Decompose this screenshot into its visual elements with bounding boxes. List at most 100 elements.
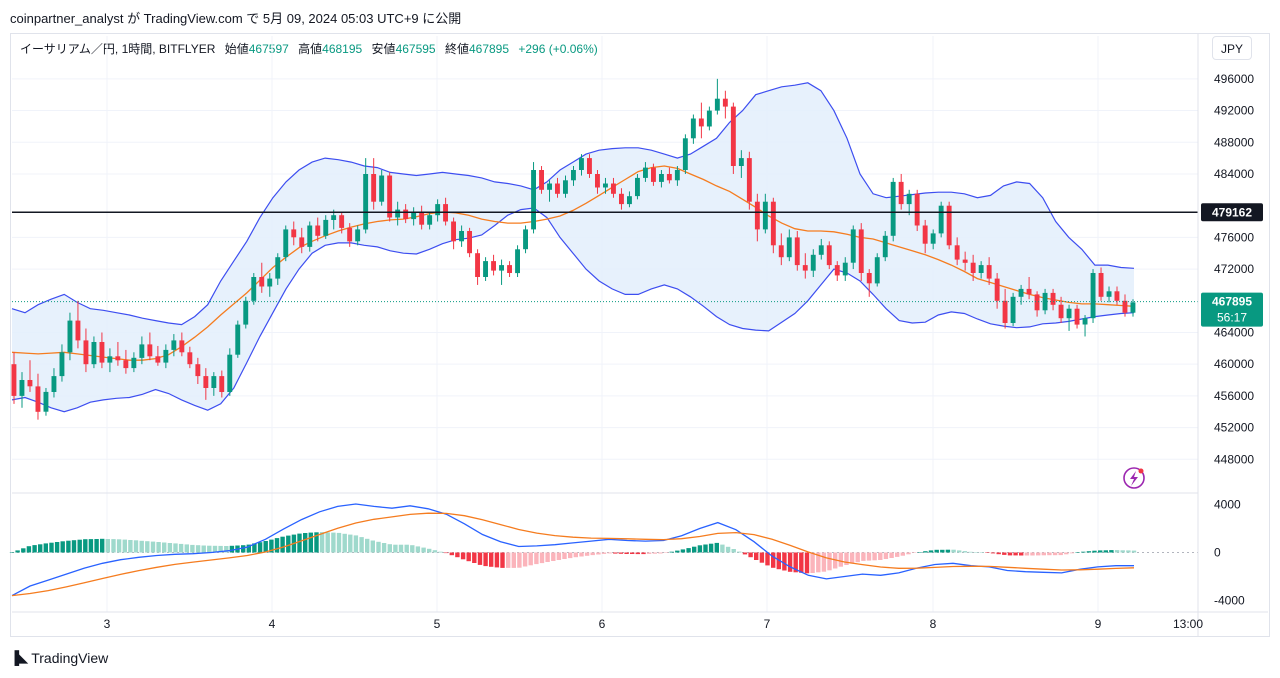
candle-up bbox=[251, 277, 257, 301]
macd-histogram-bar bbox=[139, 540, 144, 553]
candle-up bbox=[307, 225, 313, 247]
macd-histogram-bar bbox=[1041, 552, 1046, 556]
candle-down bbox=[259, 277, 265, 287]
candle-down bbox=[994, 278, 1000, 301]
candle-up bbox=[706, 110, 712, 127]
macd-histogram-bar bbox=[274, 538, 280, 553]
macd-histogram-bar bbox=[38, 544, 43, 553]
time-tick-label: 7 bbox=[764, 617, 771, 631]
macd-histogram-bar bbox=[714, 542, 719, 553]
macd-histogram-bar bbox=[443, 552, 449, 554]
candle-up bbox=[267, 278, 273, 287]
candle-up bbox=[139, 344, 145, 358]
macd-histogram-bar bbox=[54, 542, 60, 553]
tradingview-brand[interactable]: ▐◣ TradingView bbox=[10, 650, 108, 666]
candle-up bbox=[435, 204, 441, 216]
macd-histogram-bar bbox=[269, 539, 274, 553]
macd-histogram-bar bbox=[522, 552, 528, 567]
macd-histogram-bar bbox=[754, 552, 759, 560]
candle-down bbox=[507, 265, 512, 273]
bb-fill bbox=[12, 82, 1134, 412]
macd-histogram-bar bbox=[9, 552, 15, 553]
macd-histogram-bar bbox=[133, 540, 139, 553]
candle-down bbox=[914, 193, 920, 226]
candle-down bbox=[419, 212, 425, 225]
macd-histogram-bar bbox=[1120, 550, 1125, 553]
candle-up bbox=[579, 158, 584, 170]
macd-histogram-bar bbox=[370, 540, 375, 553]
macd-histogram-bar bbox=[872, 552, 877, 561]
candle-down bbox=[179, 340, 185, 353]
candle-down bbox=[491, 261, 496, 271]
macd-histogram-bar bbox=[906, 552, 911, 555]
macd-histogram-bar bbox=[1007, 552, 1013, 556]
countdown-label: 56:17 bbox=[1217, 311, 1247, 325]
candle-up bbox=[171, 340, 177, 350]
macd-histogram-bar bbox=[432, 550, 438, 553]
macd-histogram-bar bbox=[241, 545, 246, 553]
candle-down bbox=[75, 320, 81, 341]
macd-histogram-bar bbox=[1058, 552, 1063, 556]
zap-icon[interactable] bbox=[1123, 467, 1145, 489]
candle-down bbox=[219, 376, 225, 392]
candle-up bbox=[714, 98, 720, 111]
macd-histogram-bar bbox=[742, 552, 748, 555]
macd-histogram-bar bbox=[917, 552, 922, 553]
macd-histogram-bar bbox=[646, 552, 652, 554]
macd-histogram-bar bbox=[720, 544, 725, 553]
candle-up bbox=[379, 175, 385, 202]
macd-histogram-bar bbox=[759, 552, 765, 563]
macd-histogram-bar bbox=[584, 552, 590, 556]
macd-histogram-bar bbox=[573, 552, 578, 558]
candle-up bbox=[786, 237, 792, 258]
candle-down bbox=[539, 170, 544, 190]
time-tick-label: 9 bbox=[1095, 617, 1102, 631]
candle-down bbox=[451, 221, 456, 242]
candle-up bbox=[395, 209, 401, 218]
candle-down bbox=[347, 227, 353, 242]
macd-histogram-bar bbox=[1098, 550, 1103, 553]
bb-middle-line bbox=[11, 165, 1135, 361]
macd-histogram-bar bbox=[765, 552, 770, 566]
macd-histogram-bar bbox=[771, 552, 776, 568]
macd-histogram-bar bbox=[421, 547, 426, 553]
price-tick-label: 448000 bbox=[1214, 452, 1254, 466]
macd-histogram-bar bbox=[624, 552, 629, 554]
candle-down bbox=[1098, 273, 1104, 297]
macd-histogram-bar bbox=[43, 543, 48, 553]
macd-tick-label: 0 bbox=[1214, 546, 1221, 560]
candle-up bbox=[659, 174, 664, 182]
macd-histogram-bar bbox=[477, 552, 483, 565]
macd-histogram-bar bbox=[111, 539, 116, 553]
candle-down bbox=[35, 386, 41, 412]
macd-histogram-bar bbox=[162, 542, 167, 553]
macd-histogram-bar bbox=[708, 543, 714, 553]
macd-histogram-bar bbox=[122, 539, 127, 553]
candle-up bbox=[842, 262, 848, 276]
macd-histogram-bar bbox=[15, 550, 20, 553]
candle-down bbox=[1002, 300, 1008, 323]
macd-histogram-bar bbox=[190, 544, 195, 553]
change-value: +296 (+0.06%) bbox=[518, 42, 598, 56]
symbol-label: イーサリアム／円, 1時間, BITFLYER bbox=[20, 42, 216, 56]
candle-down bbox=[770, 201, 776, 246]
candle-down bbox=[698, 118, 704, 127]
macd-histogram-bar bbox=[686, 548, 691, 553]
candle-down bbox=[83, 340, 89, 365]
candle-down bbox=[403, 209, 409, 220]
macd-histogram-bar bbox=[1002, 552, 1007, 555]
macd-histogram-bar bbox=[596, 552, 601, 555]
macd-histogram-bar bbox=[1069, 552, 1075, 554]
candle-up bbox=[1106, 291, 1112, 297]
chart-legend: イーサリアム／円, 1時間, BITFLYER 始値467597 高値46819… bbox=[20, 40, 598, 57]
macd-histogram-bar bbox=[218, 545, 223, 553]
candle-up bbox=[563, 180, 568, 194]
macd-histogram-bar bbox=[810, 552, 815, 573]
candle-down bbox=[651, 167, 656, 182]
macd-histogram-bar bbox=[460, 552, 466, 560]
price-tick-label: 460000 bbox=[1214, 357, 1254, 371]
macd-histogram-bar bbox=[579, 552, 584, 557]
currency-button[interactable]: JPY bbox=[1212, 36, 1252, 60]
candle-down bbox=[866, 273, 872, 284]
